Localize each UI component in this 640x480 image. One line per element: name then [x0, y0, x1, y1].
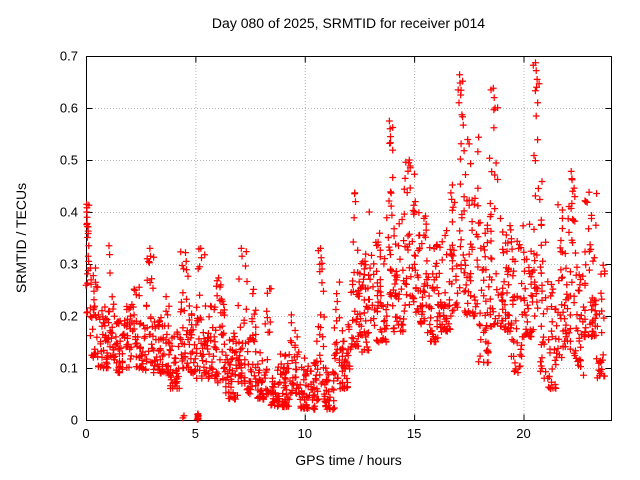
- data-points-srmtid: [82, 59, 608, 423]
- y-tick-label: 0.4: [60, 205, 78, 220]
- x-tick-label: 20: [516, 426, 530, 441]
- x-tick-label: 10: [298, 426, 312, 441]
- y-tick-label: 0: [71, 413, 78, 428]
- x-axis-label: GPS time / hours: [295, 452, 402, 468]
- y-tick-label: 0.7: [60, 49, 78, 64]
- y-tick-label: 0.2: [60, 309, 78, 324]
- y-axis-label-text: SRMTID / TECUs: [13, 182, 29, 294]
- y-tick-label: 0.3: [60, 257, 78, 272]
- x-tick-label: 5: [192, 426, 199, 441]
- y-tick-label: 0.1: [60, 361, 78, 376]
- chart-title: Day 080 of 2025, SRMTID for receiver p01…: [211, 15, 486, 31]
- y-tick-label: 0.6: [60, 101, 78, 116]
- x-tick-label: 15: [407, 426, 421, 441]
- plot-border: [86, 56, 612, 421]
- x-tick-label: 0: [82, 426, 89, 441]
- y-tick-label: 0.5: [60, 153, 78, 168]
